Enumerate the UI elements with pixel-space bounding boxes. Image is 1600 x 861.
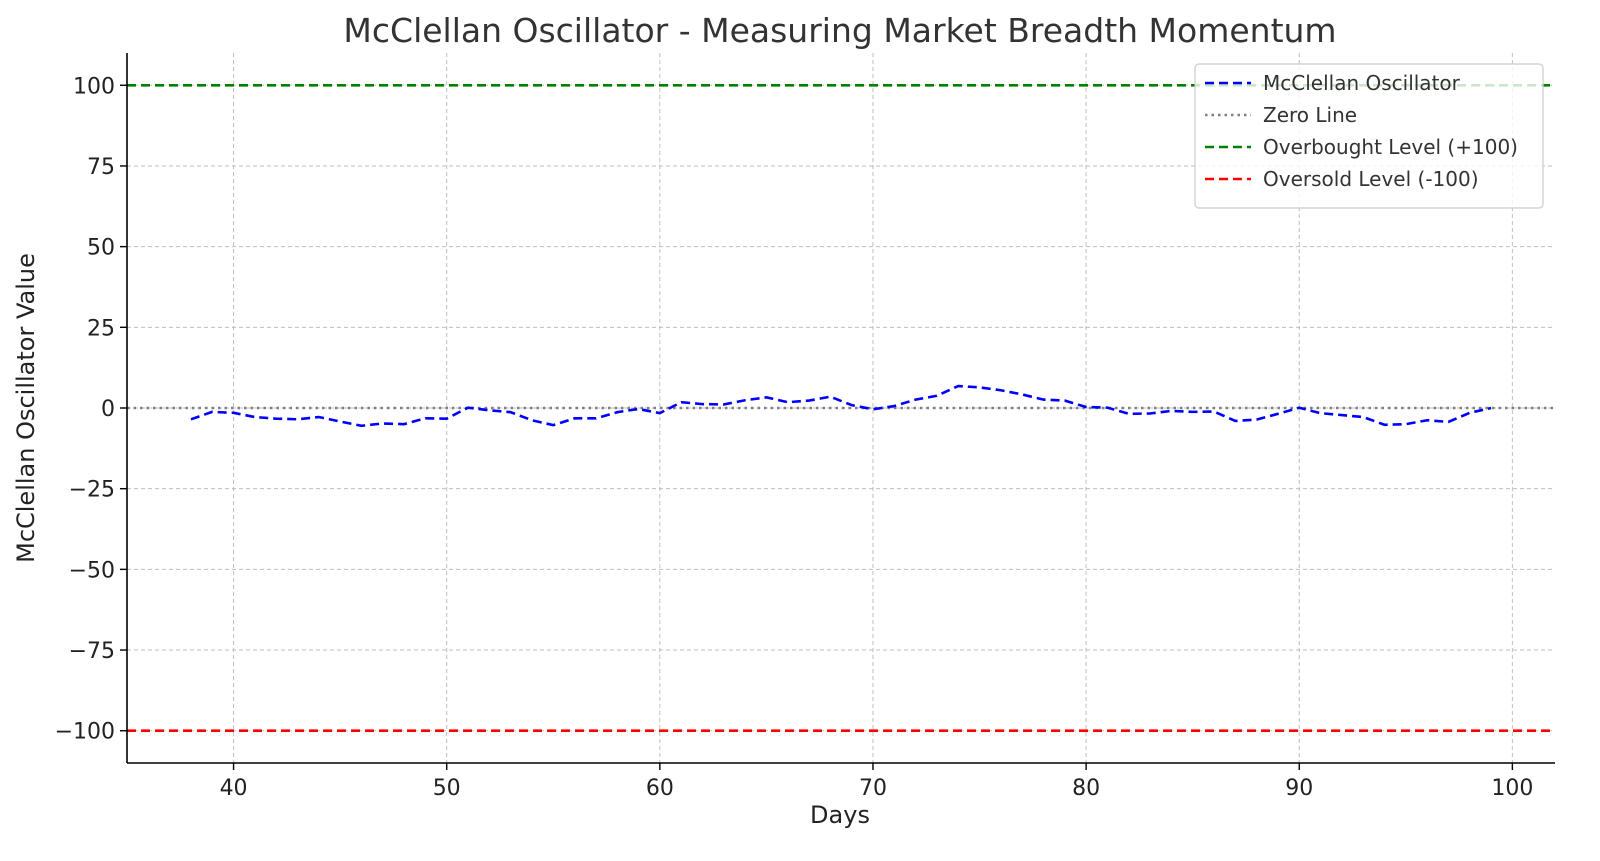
legend-label-0: McClellan Oscillator	[1263, 71, 1461, 95]
y-tick-label-7: −75	[69, 639, 115, 664]
series-lines	[190, 384, 1492, 428]
legend-label-1: Zero Line	[1263, 103, 1357, 127]
x-ticks: 40 50 60 70 80 90 100	[220, 763, 1533, 801]
y-ticks: 100 75 50 25 0 −25 −50 −75 −100	[55, 74, 127, 745]
y-tick-label-6: −50	[69, 558, 115, 583]
x-tick-label-0: 40	[220, 776, 248, 801]
legend-label-3: Oversold Level (-100)	[1263, 167, 1479, 191]
legend-box	[1194, 63, 1544, 209]
x-tick-label-2: 60	[646, 776, 674, 801]
y-tick-label-3: 25	[87, 316, 115, 341]
x-tick-label-4: 80	[1072, 776, 1100, 801]
legend: McClellan Oscillator Zero Line Overbought …	[1194, 63, 1544, 209]
y-tick-label-4: 0	[101, 397, 115, 422]
x-tick-label-1: 50	[433, 776, 461, 801]
y-axis-title: McClellan Oscillator Value	[12, 253, 40, 563]
y-tick-label-2: 50	[87, 236, 115, 261]
x-tick-label-5: 90	[1285, 776, 1313, 801]
y-tick-label-0: 100	[73, 74, 115, 99]
series-line-0	[190, 384, 1492, 428]
chart-title: McClellan Oscillator - Measuring Market …	[343, 11, 1336, 50]
x-tick-label-6: 100	[1491, 776, 1533, 801]
x-tick-label-3: 70	[859, 776, 887, 801]
legend-label-2: Overbought Level (+100)	[1263, 135, 1518, 159]
y-tick-label-8: −100	[55, 720, 115, 745]
x-axis-title: Days	[810, 801, 870, 829]
y-tick-label-5: −25	[69, 478, 115, 503]
y-tick-label-1: 75	[87, 155, 115, 180]
